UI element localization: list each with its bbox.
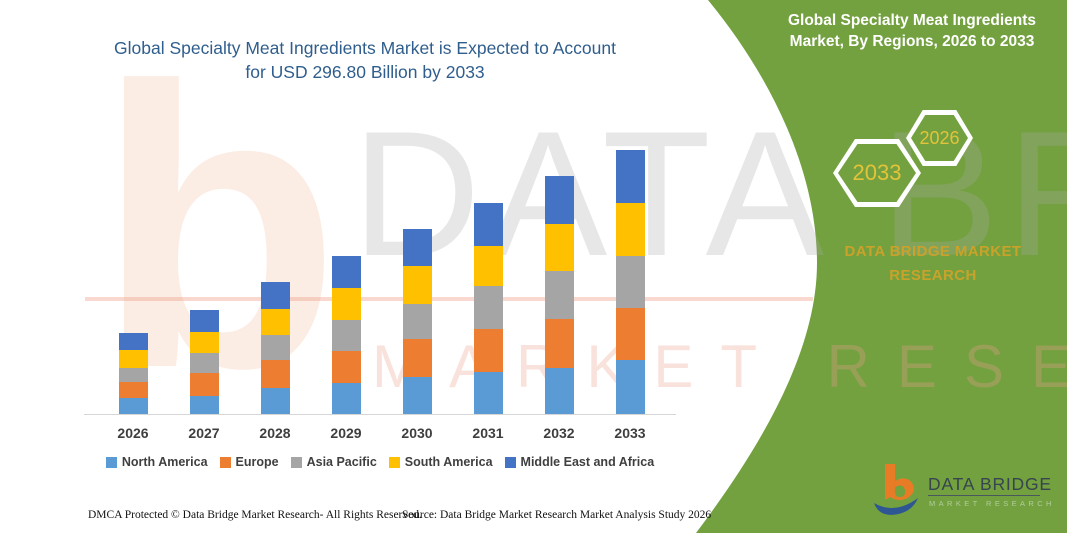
bar-segment-north-america	[544, 367, 574, 414]
logo-subtitle: MARKET RESEARCH	[929, 499, 1055, 508]
bar-segment-north-america	[331, 383, 361, 414]
bar-segment-middle-east-and-africa	[260, 281, 290, 310]
bar-segment-north-america	[615, 360, 645, 414]
bar-segment-middle-east-and-africa	[615, 150, 645, 204]
bar-segment-south-america	[473, 245, 503, 286]
dmca-notice: DMCA Protected © Data Bridge Market Rese…	[88, 509, 422, 521]
bar-segment-europe	[402, 339, 432, 377]
hexagon-2026-label: 2026	[919, 127, 960, 148]
hexagon-2033-label: 2033	[852, 160, 902, 185]
legend-item-north-america: North America	[105, 455, 208, 469]
legend-item-south-america: South America	[388, 455, 493, 469]
bar-segment-south-america	[189, 331, 219, 353]
bar-segment-asia-pacific	[331, 319, 361, 351]
side-panel-title: Global Specialty Meat Ingredients Market…	[787, 12, 1037, 50]
legend-swatch	[219, 456, 231, 468]
x-axis-label-2026: 2026	[117, 425, 149, 441]
bar-segment-middle-east-and-africa	[189, 310, 219, 332]
legend-item-europe: Europe	[219, 455, 279, 469]
x-axis-label-2033: 2033	[614, 425, 646, 441]
hexagon-2026-fill: 2026	[911, 115, 968, 161]
bar-segment-europe	[473, 329, 503, 372]
logo-rule	[928, 495, 1040, 496]
legend-label: North America	[121, 455, 208, 469]
bar-segment-asia-pacific	[260, 335, 290, 360]
chart-title: Global Specialty Meat Ingredients Market…	[114, 38, 616, 83]
x-axis-line	[84, 414, 676, 415]
legend-swatch	[105, 456, 117, 468]
x-axis-label-2028: 2028	[259, 425, 291, 441]
bar-segment-asia-pacific	[544, 270, 574, 319]
legend-label: Europe	[235, 455, 279, 469]
source-note: Source: Data Bridge Market Research Mark…	[402, 509, 712, 521]
x-axis-label-2031: 2031	[472, 425, 504, 441]
hexagon-2033-fill: 2033	[838, 144, 916, 202]
hexagon-badge-2026: 2026	[906, 110, 973, 166]
bar-segment-asia-pacific	[615, 256, 645, 309]
hexagon-badge-2033: 2033	[833, 139, 921, 207]
x-axis-label-2029: 2029	[330, 425, 362, 441]
bar-segment-asia-pacific	[402, 304, 432, 339]
bar-segment-north-america	[189, 396, 219, 414]
chart-legend: North America Europe Asia Pacific South Ame…	[85, 455, 675, 469]
legend-swatch	[504, 456, 516, 468]
bar-segment-south-america	[331, 288, 361, 320]
data-bridge-logo-icon	[874, 464, 918, 515]
bar-segment-middle-east-and-africa	[544, 175, 574, 225]
legend-swatch	[388, 456, 400, 468]
bar-segment-europe	[544, 319, 574, 368]
legend-item-asia-pacific: Asia Pacific	[290, 455, 377, 469]
bar-segment-south-america	[260, 309, 290, 335]
bar-segment-south-america	[615, 203, 645, 256]
bar-segment-north-america	[473, 371, 503, 414]
legend-swatch	[290, 456, 302, 468]
bar-segment-south-america	[544, 224, 574, 271]
bar-segment-asia-pacific	[473, 285, 503, 330]
bar-segment-north-america	[260, 388, 290, 414]
legend-label: Middle East and Africa	[520, 455, 655, 469]
legend-item-middle-east-and-africa: Middle East and Africa	[504, 455, 655, 469]
bar-segment-middle-east-and-africa	[118, 333, 148, 350]
legend-label: South America	[404, 455, 493, 469]
bar-segment-asia-pacific	[118, 367, 148, 383]
bar-segment-middle-east-and-africa	[331, 256, 361, 289]
bar-segment-north-america	[402, 376, 432, 414]
bar-segment-middle-east-and-africa	[473, 202, 503, 246]
bar-segment-middle-east-and-africa	[402, 228, 432, 266]
x-axis-label-2032: 2032	[543, 425, 575, 441]
bar-segment-europe	[331, 350, 361, 384]
data-bridge-logo: DATA BRIDGE MARKET RESEARCH	[870, 458, 1060, 520]
x-axis-label-2027: 2027	[188, 425, 220, 441]
brand-caption: DATA BRIDGE MARKET RESEARCH	[844, 243, 1022, 284]
bar-segment-south-america	[402, 265, 432, 305]
bar-segment-north-america	[118, 398, 148, 414]
bar-segment-south-america	[118, 349, 148, 368]
x-axis-label-2030: 2030	[401, 425, 433, 441]
bar-segment-europe	[615, 308, 645, 360]
bar-segment-asia-pacific	[189, 352, 219, 373]
bar-segment-europe	[118, 382, 148, 399]
logo-title: DATA BRIDGE	[928, 474, 1052, 494]
bar-segment-europe	[260, 360, 290, 389]
bar-segment-europe	[189, 372, 219, 397]
legend-label: Asia Pacific	[306, 455, 377, 469]
